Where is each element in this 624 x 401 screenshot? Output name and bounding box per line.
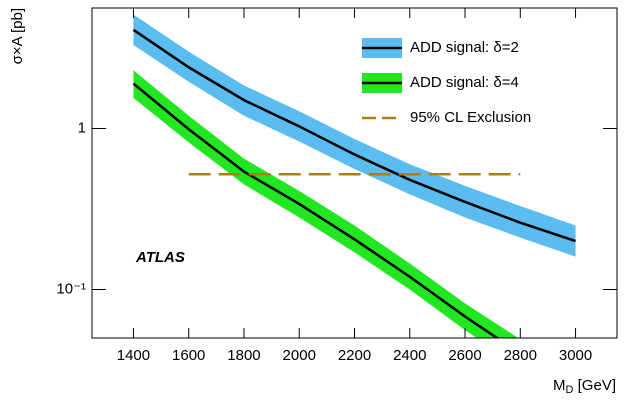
x-tick-label: 2600 xyxy=(448,347,481,364)
annotation: ATLAS xyxy=(135,249,185,266)
x-tick-label: 2200 xyxy=(338,347,371,364)
x-axis-label: MD [GeV] xyxy=(553,377,616,396)
x-tick-label: 1400 xyxy=(117,347,150,364)
y-tick-label: 10⁻¹ xyxy=(56,280,86,297)
x-label-rest: [GeV] xyxy=(573,377,616,394)
x-tick-label: 2000 xyxy=(283,347,316,364)
x-tick-label: 3000 xyxy=(559,347,592,364)
x-tick-label: 2800 xyxy=(504,347,537,364)
error-band xyxy=(133,14,576,257)
legend-label: ADD signal: δ=2 xyxy=(410,39,519,56)
plot-area xyxy=(132,14,576,338)
y-tick-label: 1 xyxy=(78,119,86,136)
y-axis-label: σ×A [pb] xyxy=(9,8,26,64)
x-tick-label: 1600 xyxy=(172,347,205,364)
legend-label: 95% CL Exclusion xyxy=(410,109,531,126)
series-line xyxy=(132,82,500,338)
x-label-sub: D xyxy=(566,384,574,396)
series-line xyxy=(132,28,576,243)
x-tick-label: 1800 xyxy=(227,347,260,364)
x-tick-label: 2400 xyxy=(393,347,426,364)
x-label-main: M xyxy=(553,377,566,394)
legend-label: ADD signal: δ=4 xyxy=(410,74,519,91)
